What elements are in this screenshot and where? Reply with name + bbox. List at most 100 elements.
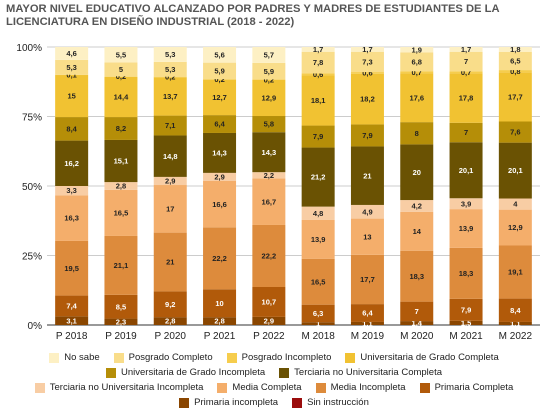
data-label: 7,8 xyxy=(313,58,323,67)
bar-segment xyxy=(153,47,187,62)
legend-label: Primaria incompleta xyxy=(194,397,279,408)
bar-segment xyxy=(104,318,138,325)
data-label: 5,9 xyxy=(264,67,274,76)
bar-segment xyxy=(449,198,483,210)
data-label: 2,8 xyxy=(165,317,175,326)
data-label: 4 xyxy=(513,200,518,209)
legend-swatch xyxy=(292,397,303,408)
data-label: 0,2 xyxy=(116,72,126,81)
y-tick-label: 50% xyxy=(22,182,42,193)
bar-segment xyxy=(252,62,286,80)
data-label: 7 xyxy=(464,57,468,66)
data-label: 1,5 xyxy=(461,319,471,328)
data-label: 19,5 xyxy=(64,264,79,273)
y-tick-label: 75% xyxy=(22,113,42,124)
bar-segment xyxy=(400,211,434,251)
bar-segment xyxy=(55,140,89,186)
data-label: 6,8 xyxy=(412,57,422,66)
legend-label: Primaria Completa xyxy=(434,382,514,393)
legend-swatch xyxy=(217,382,228,393)
legend-swatch xyxy=(49,352,60,363)
bar-segment xyxy=(104,47,138,63)
data-label: 2,3 xyxy=(116,317,126,326)
bar-segment xyxy=(252,287,286,317)
bar-segment xyxy=(301,73,335,76)
data-label: 14 xyxy=(413,227,422,236)
data-label: 5,8 xyxy=(264,120,274,129)
legend-item: Sin instrucción xyxy=(292,397,369,408)
data-label: 15,1 xyxy=(114,157,129,166)
data-label: 15 xyxy=(67,92,75,101)
bar-segment xyxy=(301,47,335,52)
bar-segment xyxy=(301,258,335,305)
data-label: 20 xyxy=(413,168,421,177)
data-label: 19,1 xyxy=(508,268,523,277)
bar-segment xyxy=(350,204,384,219)
bar-segment xyxy=(252,47,286,63)
data-label: 17,6 xyxy=(409,93,424,102)
data-label: 8,5 xyxy=(116,302,126,311)
data-label: 6,4 xyxy=(214,120,225,129)
data-label: 21,1 xyxy=(114,261,129,270)
bar-segment xyxy=(55,47,89,60)
x-tick-label: P 2020 xyxy=(154,331,186,342)
data-label: 20,1 xyxy=(508,166,523,175)
bar-segment xyxy=(400,71,434,74)
legend-label: No sabe xyxy=(64,352,100,363)
legend-item: Posgrado Completo xyxy=(113,352,213,363)
data-label: 1,4 xyxy=(412,319,423,328)
data-label: 2,9 xyxy=(264,317,274,326)
bar-segment xyxy=(350,73,384,125)
bar-segment xyxy=(153,232,187,292)
bar-segment xyxy=(350,47,384,52)
data-label: 4,2 xyxy=(412,202,422,211)
data-label: 14,3 xyxy=(262,148,277,157)
bar-segment xyxy=(498,321,532,325)
x-tick-label: P 2021 xyxy=(204,331,236,342)
chart-title: MAYOR NIVEL EDUCATIVO ALCANZADO POR PADR… xyxy=(6,3,546,29)
data-label: 3,3 xyxy=(66,186,76,195)
bar-segment xyxy=(203,180,237,228)
data-label: 1 xyxy=(316,319,320,328)
data-label: 7 xyxy=(464,128,468,137)
data-label: 2,9 xyxy=(214,173,224,182)
data-label: 4,9 xyxy=(362,207,372,216)
chart-title-line-1: MAYOR NIVEL EDUCATIVO ALCANZADO POR PADR… xyxy=(6,3,500,15)
bar-segment xyxy=(301,322,335,325)
data-label: 12,7 xyxy=(212,93,227,102)
bar-segment xyxy=(400,200,434,212)
bar-segment xyxy=(55,75,89,118)
bar-segment xyxy=(104,294,138,319)
data-label: 1,7 xyxy=(362,45,372,54)
data-label: 7,4 xyxy=(66,302,77,311)
x-tick-label: M 2018 xyxy=(301,331,335,342)
legend-row: Universitaria de Grado Incompleta Terciar… xyxy=(0,365,548,380)
bar-segment xyxy=(400,250,434,302)
legend-row: Primaria incompleta Sin instrucción xyxy=(0,395,548,410)
legend-item: Media Incompleta xyxy=(315,382,406,393)
bar-segment xyxy=(104,76,138,77)
data-label: 18,1 xyxy=(311,96,326,105)
data-label: 16,3 xyxy=(64,214,79,223)
bar-segment xyxy=(400,321,434,325)
bar-segment xyxy=(55,117,89,141)
data-label: 0,2 xyxy=(214,75,224,84)
legend-label: Sin instrucción xyxy=(307,397,369,408)
data-label: 16,7 xyxy=(262,197,277,206)
bar-segment xyxy=(449,209,483,248)
bar-segment xyxy=(203,79,237,116)
legend-row: No sabe Posgrado Completo Posgrado Incompl… xyxy=(0,350,548,365)
legend-swatch xyxy=(179,397,190,408)
legend-swatch xyxy=(106,367,116,378)
data-label: 0,8 xyxy=(510,67,520,76)
bar-segment xyxy=(153,115,187,136)
bar-segment xyxy=(104,139,138,183)
bar-segment xyxy=(153,77,187,116)
legend-label: Terciaria no Universitaria Incompleta xyxy=(49,382,204,393)
bar-segment xyxy=(498,72,532,122)
data-label: 16,6 xyxy=(212,200,227,209)
data-label: 5,3 xyxy=(165,65,175,74)
data-label: 0,6 xyxy=(362,69,372,78)
legend-swatch xyxy=(113,352,124,363)
data-label: 14,4 xyxy=(114,93,129,102)
